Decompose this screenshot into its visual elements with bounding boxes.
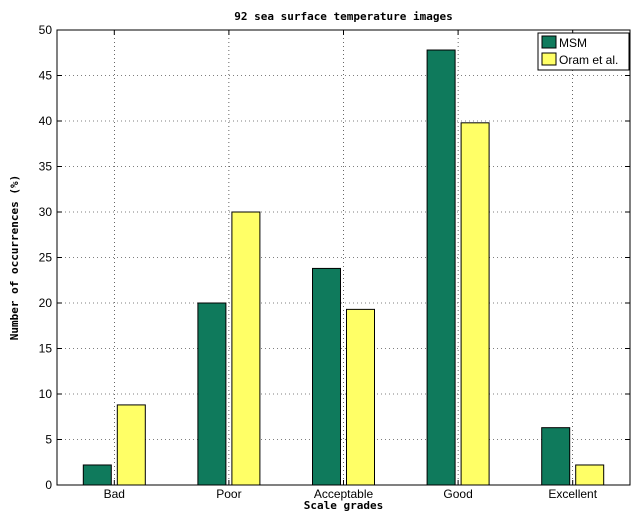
bar-groups bbox=[82, 49, 605, 486]
x-axis-ticks: Bad Poor Acceptable Good Excellent bbox=[104, 30, 598, 501]
y-tick-label: 30 bbox=[39, 205, 53, 219]
x-tick-label-acceptable: Acceptable bbox=[314, 487, 374, 501]
bar-msm-poor bbox=[197, 302, 227, 486]
y-axis-label: Number of occurrences (%) bbox=[8, 175, 21, 341]
legend-swatch bbox=[541, 52, 557, 66]
y-tick-label: 10 bbox=[39, 387, 53, 401]
y-tick-label: 20 bbox=[39, 296, 53, 310]
bar-oram-et-al-excellent bbox=[575, 464, 605, 486]
x-tick-label-poor: Poor bbox=[216, 487, 241, 501]
legend-label: Oram et al. bbox=[559, 53, 618, 67]
y-axis-ticks: 0 5 10 15 20 25 30 35 40 45 50 bbox=[39, 23, 630, 492]
chart-title: 92 sea surface temperature images bbox=[234, 10, 453, 23]
bar-msm-bad bbox=[82, 464, 112, 486]
bar-oram-et-al-poor bbox=[231, 211, 261, 486]
y-tick-label: 0 bbox=[45, 478, 52, 492]
y-tick-label: 50 bbox=[39, 23, 53, 37]
bar-msm-good bbox=[426, 49, 456, 486]
y-tick-label: 15 bbox=[39, 342, 53, 356]
bar-msm-acceptable bbox=[312, 267, 341, 486]
legend-label: MSM bbox=[559, 36, 587, 50]
bar-msm-excellent bbox=[541, 427, 571, 486]
bar-oram-et-al-good bbox=[460, 122, 490, 486]
legend: MSM Oram et al. bbox=[537, 32, 630, 71]
x-tick-label-excellent: Excellent bbox=[548, 487, 597, 501]
x-axis-label: Scale grades bbox=[304, 499, 383, 511]
y-tick-label: 35 bbox=[39, 160, 53, 174]
x-tick-label-bad: Bad bbox=[104, 487, 125, 501]
y-tick-label: 25 bbox=[39, 251, 53, 265]
y-tick-label: 40 bbox=[39, 114, 53, 128]
y-tick-label: 45 bbox=[39, 69, 53, 83]
bar-oram-et-al-bad bbox=[116, 404, 146, 486]
legend-swatch bbox=[541, 35, 557, 49]
x-tick-label-good: Good bbox=[443, 487, 472, 501]
bar-oram-et-al-acceptable bbox=[346, 308, 375, 486]
y-tick-label: 5 bbox=[45, 433, 52, 447]
